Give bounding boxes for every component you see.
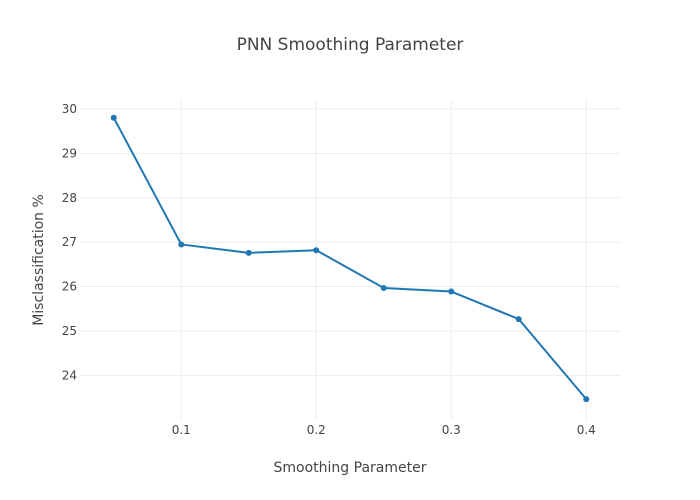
- data-point[interactable]: [448, 288, 455, 295]
- y-tick-label: 27: [62, 235, 77, 249]
- gridlines: [80, 100, 620, 420]
- y-tick-label: 29: [62, 146, 77, 160]
- y-axis-title: Misclassification %: [31, 194, 47, 326]
- data-point[interactable]: [245, 249, 252, 256]
- y-tick-label: 26: [62, 280, 77, 294]
- series-layer: [110, 114, 590, 403]
- x-tick-label: 0.1: [172, 423, 191, 437]
- x-tick-label: 0.2: [307, 423, 326, 437]
- data-point[interactable]: [178, 241, 185, 248]
- series-line: [112, 117, 588, 400]
- data-point[interactable]: [380, 285, 387, 291]
- data-point[interactable]: [110, 114, 117, 121]
- x-tick-label: 0.3: [442, 423, 461, 437]
- chart-title: PNN Smoothing Parameter: [237, 35, 464, 55]
- x-axis-title: Smoothing Parameter: [274, 460, 427, 476]
- tick-labels: 0.1 0.2 0.3 0.4 24 25 26 27 28 29 30: [62, 102, 596, 437]
- y-tick-label: 25: [62, 324, 77, 338]
- y-tick-label: 24: [62, 369, 77, 383]
- y-tick-label: 28: [62, 191, 77, 205]
- x-tick-label: 0.4: [577, 423, 596, 437]
- data-point[interactable]: [515, 316, 522, 323]
- data-point[interactable]: [313, 247, 320, 254]
- y-tick-label: 30: [62, 102, 77, 116]
- data-point[interactable]: [583, 396, 590, 403]
